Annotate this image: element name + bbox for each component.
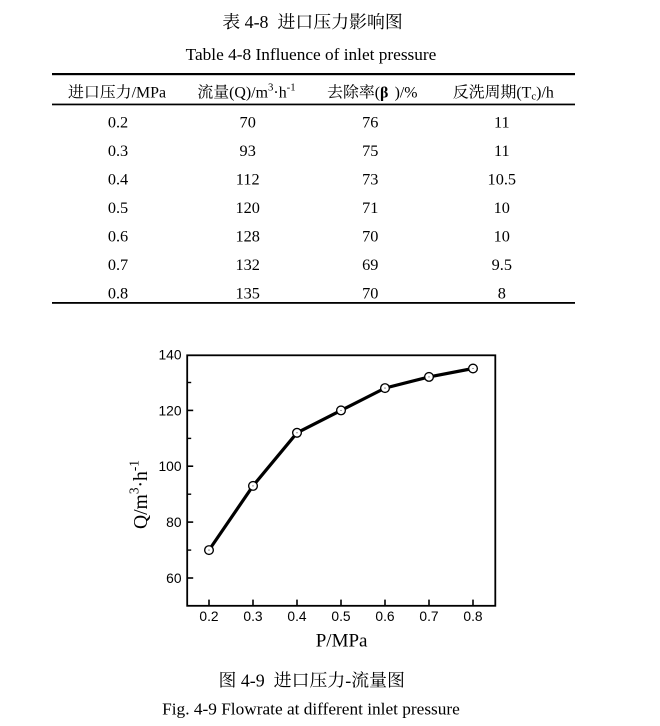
svg-text:/MPa: /MPa [132, 85, 166, 102]
svg-text:112: 112 [236, 170, 260, 189]
svg-text:0.2: 0.2 [108, 113, 128, 132]
svg-text:10: 10 [494, 198, 510, 217]
svg-text:71: 71 [362, 198, 378, 217]
svg-text:0.8: 0.8 [108, 284, 128, 303]
svg-text:11: 11 [494, 113, 510, 132]
svg-text:Fig. 4-9 Flowrate at different: Fig. 4-9 Flowrate at different inlet pre… [162, 700, 460, 719]
svg-text:3: 3 [126, 487, 141, 494]
svg-text:73: 73 [362, 170, 378, 189]
svg-text:-1: -1 [126, 460, 141, 471]
svg-text:·h: ·h [273, 85, 286, 102]
svg-text:76: 76 [362, 113, 378, 132]
svg-text:)/%: )/% [391, 85, 418, 102]
svg-text:11: 11 [494, 141, 510, 160]
svg-text:70: 70 [362, 284, 378, 303]
svg-text:0.2: 0.2 [199, 609, 218, 624]
svg-text:0.5: 0.5 [108, 198, 128, 217]
svg-text:0.5: 0.5 [331, 609, 351, 624]
svg-text:8: 8 [498, 284, 506, 303]
svg-text:0.3: 0.3 [108, 141, 128, 160]
svg-text:0.4: 0.4 [108, 170, 128, 189]
svg-text:120: 120 [158, 403, 181, 418]
svg-text:135: 135 [235, 284, 259, 303]
svg-text:132: 132 [235, 255, 259, 274]
svg-text:-1: -1 [287, 82, 296, 94]
svg-text:0.4: 0.4 [287, 609, 307, 624]
svg-text:4-9: 4-9 [236, 670, 273, 690]
svg-text:80: 80 [166, 515, 182, 530]
svg-text:(: ( [375, 85, 380, 102]
svg-text:0.8: 0.8 [463, 609, 483, 624]
svg-text:P/MPa: P/MPa [316, 631, 368, 652]
svg-text:93: 93 [240, 141, 256, 160]
svg-text:Table 4-8 Influence of inlet p: Table 4-8 Influence of inlet pressure [186, 45, 437, 64]
svg-text:·h: ·h [131, 471, 152, 488]
svg-text:70: 70 [240, 113, 256, 132]
svg-text:0.6: 0.6 [108, 227, 128, 246]
svg-text:140: 140 [158, 347, 181, 362]
svg-text:(T: (T [516, 85, 531, 102]
svg-text:β: β [380, 85, 388, 102]
svg-text:c: c [531, 91, 536, 103]
svg-text:100: 100 [158, 459, 181, 474]
svg-text:-: - [345, 670, 351, 690]
svg-text:0.6: 0.6 [375, 609, 395, 624]
svg-text:0.7: 0.7 [108, 255, 128, 274]
svg-text:9.5: 9.5 [492, 255, 512, 274]
svg-text:75: 75 [362, 141, 378, 160]
svg-text:4-8: 4-8 [240, 12, 277, 32]
svg-text:10: 10 [494, 227, 510, 246]
svg-text:128: 128 [235, 227, 259, 246]
svg-text:120: 120 [235, 198, 259, 217]
svg-text:3: 3 [268, 82, 273, 94]
svg-text:Q/m: Q/m [131, 494, 152, 529]
svg-text:60: 60 [166, 571, 182, 586]
svg-text:69: 69 [362, 255, 378, 274]
svg-text:(Q)/m: (Q)/m [229, 85, 268, 102]
svg-text:10.5: 10.5 [488, 170, 517, 189]
svg-text:70: 70 [362, 227, 378, 246]
svg-text:0.7: 0.7 [419, 609, 438, 624]
svg-text:)/h: )/h [536, 85, 554, 102]
svg-text:0.3: 0.3 [243, 609, 263, 624]
